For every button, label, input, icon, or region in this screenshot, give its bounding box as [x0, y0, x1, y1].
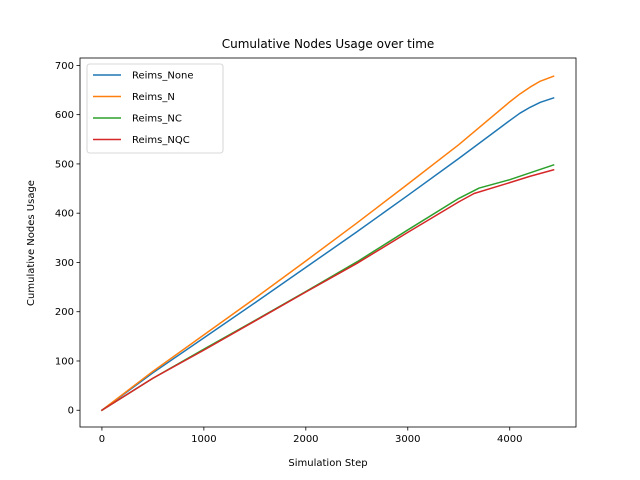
chart-title: Cumulative Nodes Usage over time	[222, 37, 435, 51]
x-axis-label: Simulation Step	[288, 458, 367, 469]
legend-label: Reims_N	[132, 92, 175, 103]
y-tick-label: 600	[55, 110, 74, 121]
y-tick-label: 200	[55, 307, 74, 318]
legend-label: Reims_NC	[132, 114, 182, 125]
x-tick-label: 4000	[497, 434, 522, 445]
y-tick-label: 0	[68, 406, 74, 417]
y-axis-label: Cumulative Nodes Usage	[26, 180, 37, 306]
x-tick-label: 0	[99, 434, 105, 445]
y-tick-label: 400	[55, 209, 74, 220]
series-line-reims-none	[100, 96, 555, 412]
series-line-reims-nqc	[100, 168, 555, 412]
legend-label: Reims_NQC	[132, 135, 190, 146]
x-tick-label: 2000	[293, 434, 318, 445]
legend-label: Reims_None	[132, 71, 193, 82]
y-tick-label: 100	[55, 356, 74, 367]
x-tick-label: 3000	[395, 434, 420, 445]
legend-box	[86, 63, 224, 154]
y-tick-label: 500	[55, 159, 74, 170]
y-tick-label: 700	[55, 61, 74, 72]
x-tick-label: 1000	[191, 434, 216, 445]
series-line-reims-n	[100, 75, 555, 412]
axes-frame	[79, 57, 577, 428]
y-tick-label: 300	[55, 258, 74, 269]
plot-area: 0 1000 2000 3000 4000 0 100 200 300 400 500 600 700 R…	[55, 57, 577, 445]
